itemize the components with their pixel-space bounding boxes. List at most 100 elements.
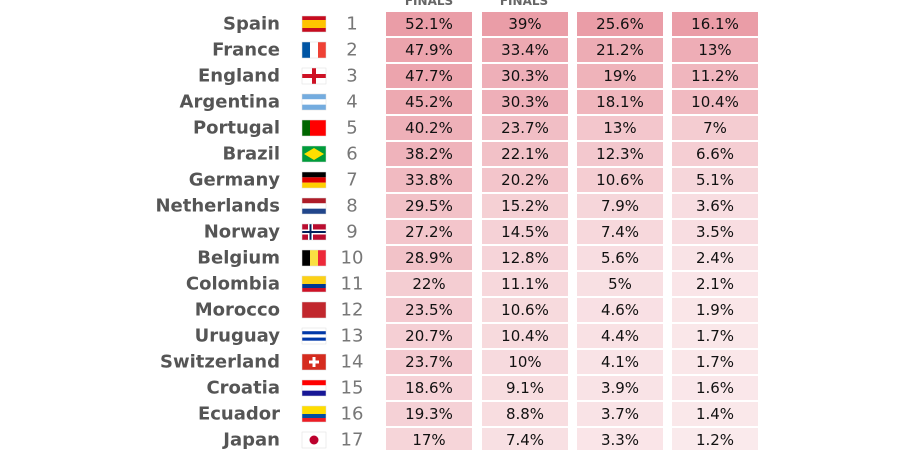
flag-border — [301, 431, 327, 449]
cell-background — [386, 168, 472, 192]
cell-value: 12.3% — [596, 145, 644, 163]
cell-value: 5.1% — [696, 171, 734, 189]
cell-value: 16.1% — [691, 15, 739, 33]
flag-stripe — [310, 120, 318, 136]
cell-background — [672, 194, 758, 218]
cell-background — [577, 324, 663, 348]
cell-background — [577, 90, 663, 114]
flag — [301, 145, 327, 163]
flag-stripe — [302, 406, 326, 410]
cell-background — [482, 64, 568, 88]
cell-value: 6.6% — [696, 145, 734, 163]
cell-background — [386, 142, 472, 166]
cell-background — [672, 350, 758, 374]
flag-part — [302, 231, 326, 233]
flag-part — [302, 74, 326, 78]
cell-value: 12.8% — [501, 249, 549, 267]
flag-stripe — [302, 284, 326, 288]
flag-stripe — [310, 250, 318, 266]
country-name: Switzerland — [160, 352, 280, 373]
flag — [301, 353, 327, 371]
flag-stripe — [302, 276, 326, 280]
cell-value: 1.7% — [696, 327, 734, 345]
cell-value: 47.7% — [405, 67, 453, 85]
flag-border — [301, 353, 327, 371]
flag-stripe — [318, 42, 326, 58]
cell-background — [482, 142, 568, 166]
cell-background — [672, 402, 758, 426]
cell-background — [672, 298, 758, 322]
flag-border — [301, 145, 327, 163]
cell-value: 5.6% — [601, 249, 639, 267]
cell-background — [672, 376, 758, 400]
flag — [301, 41, 327, 59]
flag-stripe — [302, 302, 326, 318]
cell-value: 19% — [603, 67, 636, 85]
flag-border — [301, 67, 327, 85]
country-name: Colombia — [186, 274, 280, 295]
cell-background — [577, 38, 663, 62]
cell-background — [386, 90, 472, 114]
cell-background — [386, 220, 472, 244]
rank: 1 — [346, 14, 357, 35]
cell-value: 15.2% — [501, 197, 549, 215]
flag — [301, 275, 327, 293]
cell-value: 4.1% — [601, 353, 639, 371]
flag-part — [309, 360, 319, 364]
flag-stripe — [302, 28, 326, 32]
cell-value: 8.8% — [506, 405, 544, 423]
flag-stripe — [302, 331, 326, 335]
cell-background — [386, 298, 472, 322]
flag-border — [301, 119, 327, 137]
cell-value: 23.7% — [501, 119, 549, 137]
country-name: Germany — [189, 170, 281, 191]
cell-background — [577, 220, 663, 244]
cell-background — [386, 194, 472, 218]
flag — [301, 327, 327, 345]
flag-stripe — [302, 280, 326, 284]
cell-background — [672, 272, 758, 296]
country-name: Japan — [221, 430, 280, 450]
cell-background — [672, 12, 758, 36]
cell-value: 2.1% — [696, 275, 734, 293]
rank: 10 — [341, 248, 364, 269]
country-name: Portugal — [193, 118, 280, 139]
rank: 3 — [346, 66, 357, 87]
cell-background — [482, 116, 568, 140]
cell-background — [482, 220, 568, 244]
flag — [301, 379, 327, 397]
rank: 8 — [346, 196, 357, 217]
cell-value: 29.5% — [405, 197, 453, 215]
cell-value: 18.1% — [596, 93, 644, 111]
cell-value: 47.9% — [405, 41, 453, 59]
flag-stripe — [302, 385, 326, 391]
flag-stripe — [302, 203, 326, 209]
flag-border — [301, 93, 327, 111]
cell-background — [577, 142, 663, 166]
flag-border — [301, 15, 327, 33]
rank: 9 — [346, 222, 357, 243]
cell-background — [386, 272, 472, 296]
flag — [301, 249, 327, 267]
flag-stripe — [302, 288, 326, 292]
flag-part — [304, 148, 324, 160]
rank: 12 — [341, 300, 364, 321]
cell-value: 11.1% — [501, 275, 549, 293]
cell-background — [482, 428, 568, 450]
cell-value: 25.6% — [596, 15, 644, 33]
flag-stripe — [302, 337, 326, 341]
cell-background — [577, 116, 663, 140]
flag-stripe — [302, 104, 326, 110]
rank: 16 — [341, 404, 364, 425]
country-name: Brazil — [222, 144, 280, 165]
country-name: Ecuador — [198, 404, 280, 425]
flag-stripe — [302, 410, 326, 414]
flag-border — [301, 379, 327, 397]
flag-border — [301, 41, 327, 59]
flag-stripe — [318, 250, 326, 266]
flag-stripe — [302, 24, 326, 28]
flag-stripe — [302, 94, 326, 100]
rank: 7 — [346, 170, 357, 191]
rank: 2 — [346, 40, 357, 61]
